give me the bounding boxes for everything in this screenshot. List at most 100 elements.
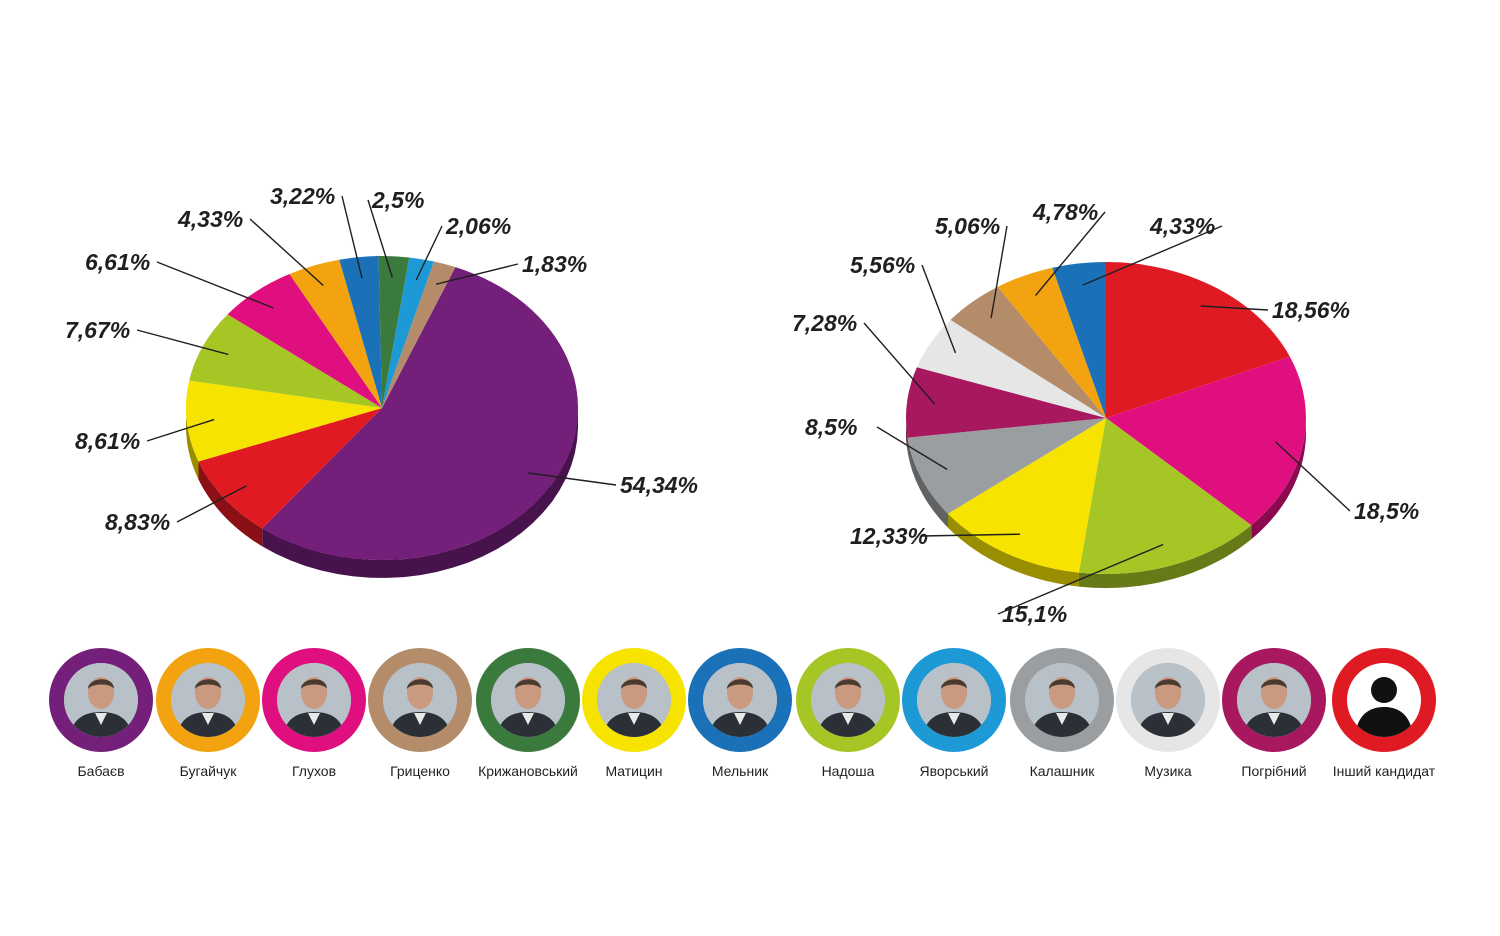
candidate-name: Матицин (605, 763, 663, 779)
candidate-color-ring (688, 648, 792, 752)
candidate-item: Матицин (574, 648, 694, 779)
pie-slice (906, 367, 1106, 438)
candidate-name: Яворський (919, 763, 989, 779)
candidate-name: Глухов (291, 763, 337, 779)
leader-line (1274, 441, 1351, 512)
leader-line (528, 472, 617, 486)
candidate-item: Калашник (1002, 648, 1122, 779)
candidate-color-ring (262, 648, 366, 752)
pie-slice (1052, 261, 1106, 418)
candidate-item: Надоша (788, 648, 908, 779)
candidate-legend: Бабаєв Бугайчук Глухов Гриценко Крижановськи… (0, 648, 1500, 798)
pie-slice (185, 380, 382, 462)
pie-slice-side (907, 437, 948, 528)
slice-label: 15,1% (1002, 601, 1067, 627)
leader-line (415, 225, 443, 281)
candidate-portrait (491, 663, 565, 737)
candidate-item: Музика (1108, 648, 1228, 779)
slice-label: 8,83% (105, 509, 170, 535)
candidate-portrait (64, 663, 138, 737)
slice-label: 2,06% (445, 213, 511, 239)
pie-slice (198, 408, 382, 529)
pie-slice (916, 319, 1106, 418)
slice-label: 8,61% (75, 428, 140, 454)
leader-line (136, 329, 229, 356)
pie-chart-2: 18,56% 18,5% 15,1% 12,33% 8,5% 7,28% 5,56% 5,06… (792, 199, 1419, 627)
pie-slice (950, 286, 1106, 418)
slice-label: 2,5% (371, 187, 424, 213)
slice-label: 54,34% (620, 472, 698, 498)
leader-line (146, 418, 215, 442)
pie-slice (378, 255, 410, 408)
candidate-color-ring (1116, 648, 1220, 752)
candidate-portrait (703, 663, 777, 737)
leader-line (863, 322, 936, 405)
leader-line (990, 225, 1008, 319)
candidate-portrait (1131, 663, 1205, 737)
candidate-color-ring (902, 648, 1006, 752)
candidate-color-ring (1332, 648, 1436, 752)
candidate-item: Глухов (254, 648, 374, 779)
slice-label: 4,78% (1032, 199, 1098, 225)
candidate-item: Погрібний (1214, 648, 1334, 779)
candidate-portrait (1025, 663, 1099, 737)
pie-slice-side (186, 400, 199, 480)
slice-label: 18,56% (1272, 297, 1350, 323)
slice-label: 12,33% (850, 523, 928, 549)
candidate-color-ring (476, 648, 580, 752)
pie-slice-side (906, 410, 908, 452)
leader-line (1200, 305, 1269, 311)
slice-label: 4,33% (1149, 213, 1215, 239)
candidate-name: Крижановський (478, 763, 578, 779)
candidate-name: Бугайчук (179, 763, 237, 779)
pie-slice-side (262, 409, 578, 578)
pie-slice (948, 418, 1106, 573)
pie-slice (227, 274, 382, 408)
pie-slice (1078, 418, 1252, 575)
pie-slice-side (948, 513, 1079, 587)
slice-label: 7,28% (792, 310, 857, 336)
candidate-item: Бабаєв (41, 648, 161, 779)
candidate-portrait (277, 663, 351, 737)
pie-slice-side (1251, 413, 1306, 540)
leader-line (921, 264, 957, 354)
candidate-portrait (811, 663, 885, 737)
candidate-portrait (597, 663, 671, 737)
candidate-color-ring (796, 648, 900, 752)
candidate-item: Гриценко (360, 648, 480, 779)
slice-label: 4,33% (177, 206, 243, 232)
pie-slice (189, 314, 382, 408)
slice-label: 6,61% (85, 249, 150, 275)
pie-slice-side (198, 461, 263, 547)
pie-slice-side (1078, 525, 1252, 588)
candidate-portrait (171, 663, 245, 737)
candidate-color-ring (582, 648, 686, 752)
candidate-color-ring (49, 648, 153, 752)
pie-slice (382, 257, 435, 408)
candidate-portrait (1237, 663, 1311, 737)
candidate-name: Мельник (711, 763, 769, 779)
candidate-item: Мельник (680, 648, 800, 779)
leader-line (156, 261, 274, 309)
candidate-name: Гриценко (390, 763, 450, 779)
pie-slice (1106, 262, 1290, 418)
candidate-name: Інший кандидат (1332, 763, 1436, 779)
unknown-person-silhouette-icon (1347, 663, 1421, 737)
leader-line (1034, 211, 1106, 297)
leader-line (249, 218, 324, 287)
candidate-name: Калашник (1029, 763, 1095, 779)
candidate-item: Яворський (894, 648, 1014, 779)
slice-label: 7,67% (65, 317, 130, 343)
pie-slice (1106, 356, 1306, 526)
leader-line (367, 199, 393, 278)
candidate-item: Інший кандидат (1324, 648, 1444, 779)
candidate-name: Бабаєв (77, 763, 125, 779)
candidate-color-ring (1222, 648, 1326, 752)
candidate-color-ring (368, 648, 472, 752)
candidate-name: Музика (1144, 763, 1192, 779)
pie-chart-1: 54,34% 8,83% 8,61% 7,67% 6,61% 4,33% 3,22% 2,5%… (65, 183, 698, 578)
pie-slice (382, 261, 456, 408)
pie-slice (339, 256, 382, 408)
candidate-color-ring (156, 648, 260, 752)
candidate-item: Бугайчук (148, 648, 268, 779)
